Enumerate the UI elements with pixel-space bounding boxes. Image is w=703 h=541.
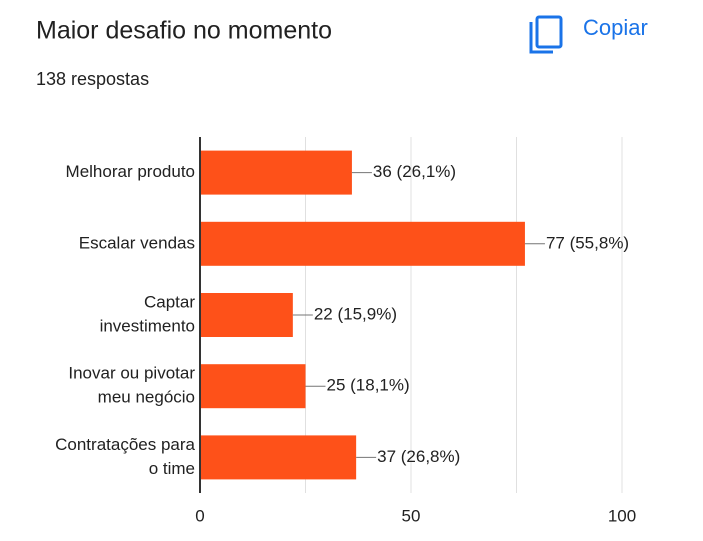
copy-icon [535,15,563,49]
bar [200,293,293,337]
y-tick-label: meu negócio [98,388,195,407]
copy-button[interactable]: Copiar [529,15,648,54]
chart-title: Maior desafio no momento [36,17,332,45]
y-tick-label: Captar [144,292,195,311]
y-tick-label: o time [149,459,195,478]
value-label: 37 (26,8%) [377,447,460,466]
subtitle: 138 respostas [36,69,149,89]
bar [200,364,306,409]
bar [200,435,357,480]
value-label: 77 (55,8%) [546,233,629,252]
y-tick-label: Inovar ou pivotar [68,364,195,383]
value-label: 36 (26,1%) [373,162,456,181]
bar [200,221,525,266]
x-tick-label: 0 [195,506,204,525]
x-tick-label: 100 [608,506,636,525]
bar [200,150,352,195]
y-tick-label: investimento [100,316,195,335]
copy-label: Copiar [583,15,648,40]
value-label: 25 (18,1%) [327,376,410,395]
y-tick-label: Melhorar produto [66,162,195,181]
copy-icon-back [529,22,553,54]
value-label: 22 (15,9%) [314,304,397,323]
y-tick-label: Contratações para [55,435,195,454]
x-tick-label: 50 [402,506,421,525]
y-tick-label: Escalar vendas [79,233,195,252]
